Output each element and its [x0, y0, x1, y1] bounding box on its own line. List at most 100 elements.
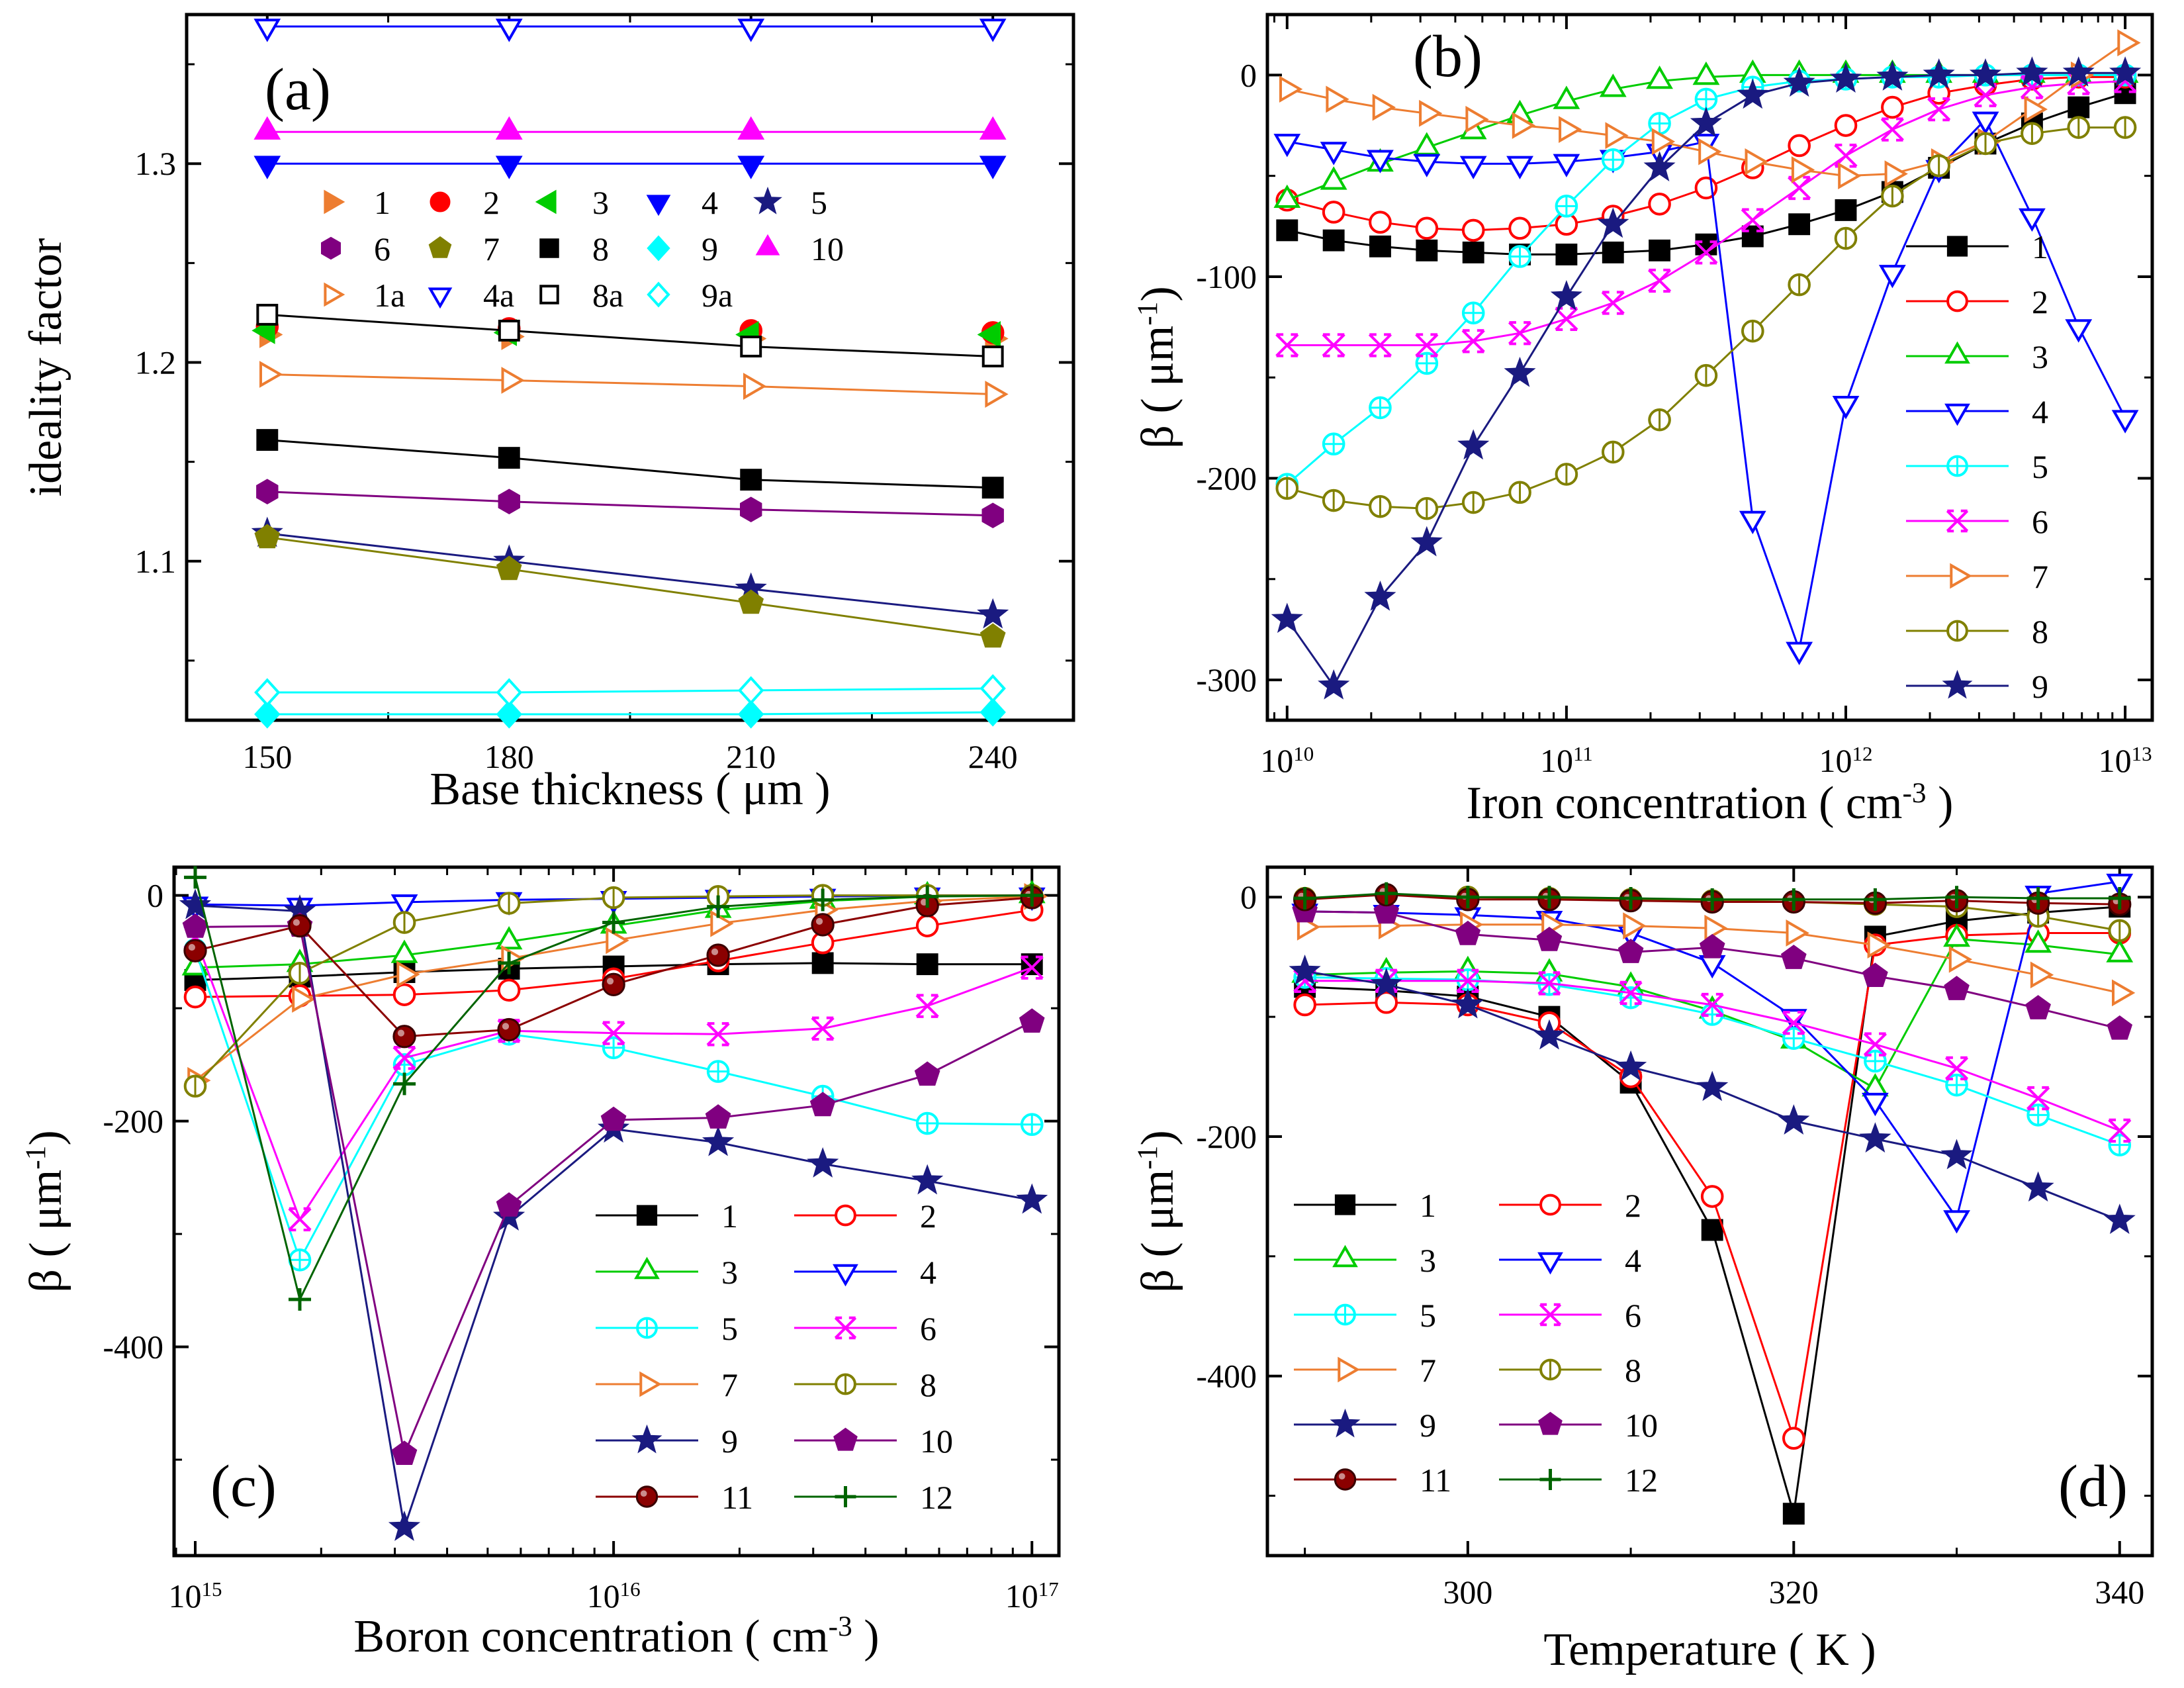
- data-point: [979, 116, 1007, 140]
- data-point: [1602, 241, 1624, 263]
- x-axis: 300 320 340: [1304, 867, 2144, 1611]
- series-1: [1276, 82, 2136, 265]
- data-point: [253, 156, 281, 179]
- panel-2: 1010 1011 1012 1013 -300 -200 -100 0 Iron concen…: [1132, 13, 2154, 829]
- panel-label: (d): [2058, 1454, 2128, 1519]
- data-point: [979, 698, 1006, 727]
- legend-label: 4: [702, 184, 718, 221]
- data-point: [288, 914, 312, 938]
- data-point-cross: [917, 1113, 938, 1134]
- legend-item: 8: [1499, 1352, 1641, 1389]
- data-point: [1461, 329, 1485, 353]
- panel-label: (b): [1413, 24, 1482, 89]
- data-point: [606, 927, 629, 955]
- data-point: [1555, 306, 1578, 332]
- data-point: [1293, 993, 1316, 1017]
- data-point: [1943, 923, 1970, 947]
- legend-label: 5: [721, 1310, 738, 1347]
- legend-item: 9: [647, 230, 718, 267]
- y-tick-label: -200: [103, 1103, 163, 1140]
- legend-item: 1: [596, 1197, 738, 1235]
- series-line: [267, 536, 993, 638]
- legend-marker: [635, 1485, 659, 1508]
- data-point: [706, 1022, 730, 1047]
- data-point: [1884, 160, 1908, 187]
- series-9: [254, 698, 1006, 729]
- legend-marker: [1538, 1411, 1563, 1435]
- data-point: [392, 1045, 416, 1070]
- legend-label: 10: [1625, 1407, 1658, 1444]
- data-point: [1462, 241, 1484, 263]
- data-point: [2112, 979, 2136, 1007]
- data-point: [496, 555, 522, 581]
- series-8: [1275, 116, 2137, 520]
- data-point: [1859, 1122, 1891, 1153]
- data-point: [1605, 122, 1629, 150]
- data-point: [1838, 162, 1862, 190]
- data-point: [743, 373, 767, 400]
- data-point: [1698, 955, 1726, 979]
- data-point: [1415, 216, 1439, 240]
- legend-item: 8: [539, 230, 609, 267]
- legend-item: 2: [794, 1197, 936, 1235]
- data-point: [1778, 1104, 1810, 1135]
- data-point: [1451, 988, 1484, 1019]
- legend-marker: [835, 1486, 856, 1507]
- data-point-cross: [2028, 1105, 2048, 1125]
- data-point: [1862, 1092, 1889, 1117]
- x-tick-label: 300: [1443, 1573, 1492, 1611]
- data-point: [1829, 62, 1862, 93]
- legend-item: 8a: [539, 277, 623, 314]
- legend-marker: [834, 1316, 857, 1340]
- data-point-cross: [1323, 434, 1344, 455]
- data-point: [1465, 105, 1489, 133]
- data-point: [1788, 134, 1811, 158]
- data-point: [1782, 888, 1805, 911]
- legend-item: 2: [1499, 1187, 1641, 1224]
- data-point: [2024, 95, 2048, 123]
- data-point: [1782, 1010, 1805, 1035]
- x-tick-label: 320: [1769, 1573, 1819, 1611]
- series-1a: [259, 361, 1009, 408]
- plot-frame: [1265, 865, 2154, 1558]
- series-line: [267, 687, 993, 694]
- legend-label: 8: [2032, 613, 2048, 650]
- data-point: [1369, 211, 1392, 234]
- data-point: [1878, 265, 1906, 289]
- legend-marker: [1334, 1194, 1356, 1215]
- legend-marker: [636, 1205, 658, 1226]
- data-point: [1690, 107, 1722, 137]
- legend-label: 12: [1625, 1462, 1658, 1499]
- legend-marker: [634, 1256, 660, 1280]
- data-point: [1739, 510, 1766, 535]
- data-point: [259, 361, 283, 388]
- legend-item: 10: [794, 1423, 953, 1460]
- legend-marker: [324, 282, 345, 307]
- legend-label: 1: [721, 1197, 738, 1235]
- data-point: [737, 700, 764, 729]
- legend-item: 3: [535, 184, 609, 221]
- legend-label: 1a: [374, 277, 405, 314]
- data-point: [1692, 61, 1720, 85]
- data-point: [1867, 931, 1891, 959]
- data-point: [256, 479, 279, 505]
- data-point: [707, 895, 730, 918]
- data-point: [1416, 239, 1438, 261]
- data-point: [811, 913, 835, 937]
- legend-label: 7: [1420, 1352, 1436, 1389]
- series-10: [253, 116, 1007, 140]
- data-point: [2108, 887, 2131, 910]
- legend-item: 7: [596, 1366, 738, 1403]
- data-point: [1016, 1183, 1048, 1214]
- data-point: [1643, 151, 1676, 181]
- legend-item: 10: [1499, 1407, 1658, 1444]
- legend-marker: [753, 187, 782, 214]
- legend-label: 5: [811, 184, 827, 221]
- data-point: [254, 524, 281, 549]
- y-tick-label: 1.3: [135, 145, 177, 182]
- data-point: [392, 983, 416, 1006]
- data-point-cross: [1602, 149, 1623, 170]
- data-point: [740, 336, 762, 357]
- data-point: [1948, 945, 1973, 973]
- series-9a: [254, 674, 1006, 707]
